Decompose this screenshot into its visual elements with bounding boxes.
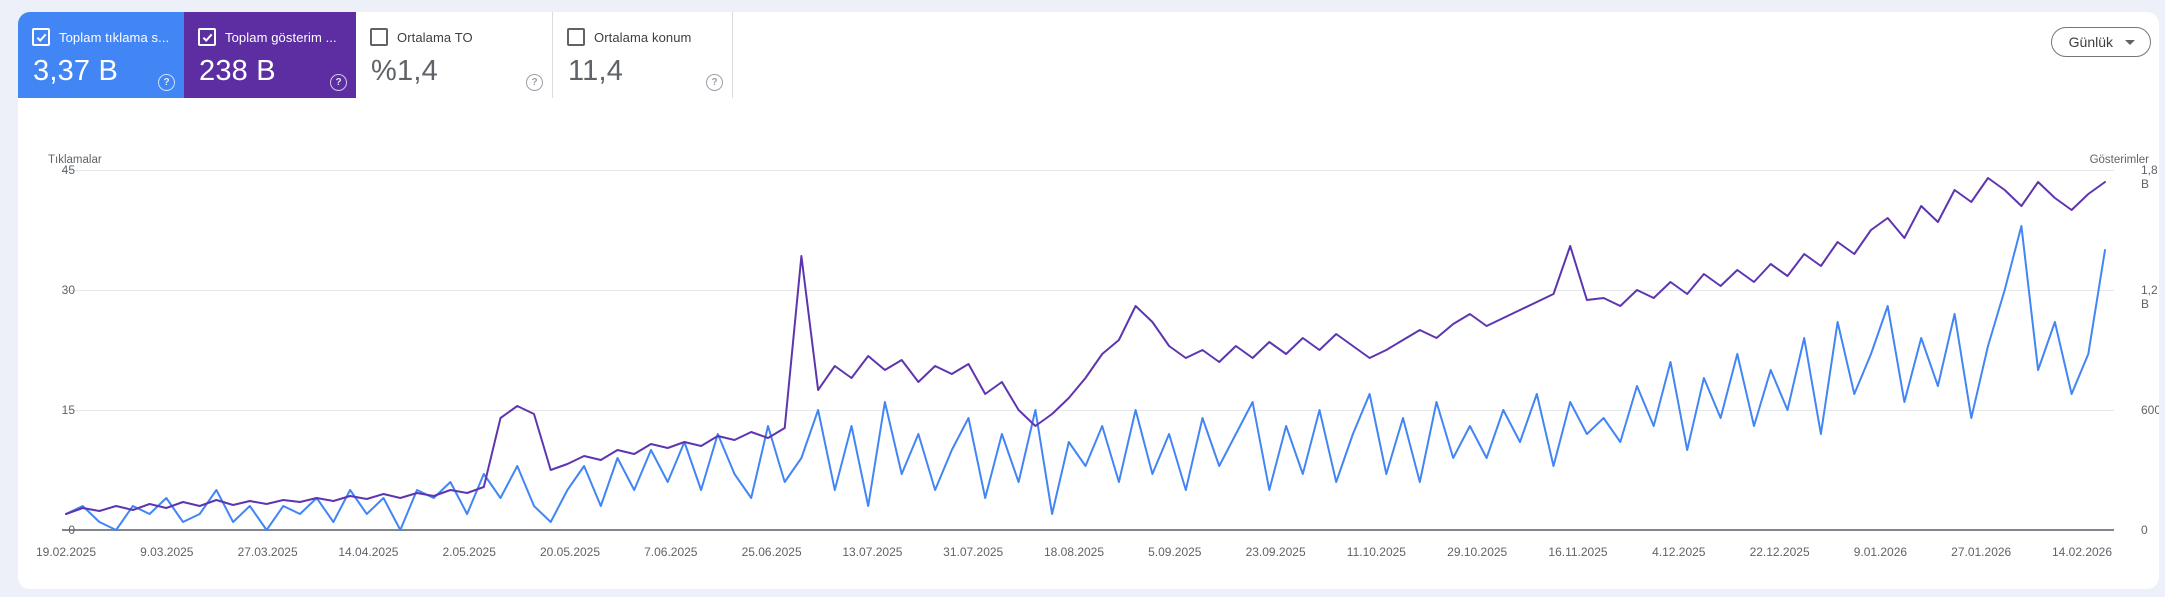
granularity-label: Günlük [2068, 34, 2113, 50]
chevron-down-icon [2125, 39, 2135, 45]
help-icon[interactable]: ? [330, 74, 347, 91]
metric-value: 3,37 B [33, 55, 119, 87]
metric-checkbox[interactable] [567, 28, 585, 46]
grid-line [62, 170, 2114, 171]
right-axis-tick-label: 1,2 B [2141, 283, 2158, 311]
x-axis-tick-label: 27.03.2025 [237, 545, 298, 559]
grid-line [62, 410, 2114, 411]
x-axis-tick-label: 7.06.2025 [644, 545, 698, 559]
right-axis-tick-label: 1,8 B [2141, 163, 2158, 191]
x-axis-tick-label: 13.07.2025 [842, 545, 903, 559]
x-axis-tick-label: 9.03.2025 [140, 545, 194, 559]
right-axis-tick-label: 600 [2141, 403, 2159, 417]
left-axis-tick-label: 30 [61, 283, 75, 297]
left-axis-tick-label: 0 [68, 523, 75, 537]
performance-panel: Toplam tıklama s... 3,37 B ? Toplam göst… [18, 12, 2159, 589]
metric-checkbox[interactable] [370, 28, 388, 46]
right-axis-tick-label: 0 [2141, 523, 2148, 537]
chart-lines [65, 177, 2106, 531]
help-icon[interactable]: ? [158, 74, 175, 91]
x-axis-tick-label: 27.01.2026 [1951, 545, 2012, 559]
clicks-line [65, 225, 2106, 531]
left-axis-tick-label: 15 [61, 403, 75, 417]
check-icon [202, 33, 212, 42]
x-axis-tick-label: 18.08.2025 [1043, 545, 1105, 559]
help-icon[interactable]: ? [706, 74, 723, 91]
metric-card-ctr[interactable]: Ortalama TO %1,4 ? [356, 12, 553, 98]
x-axis-tick-label: 14.04.2025 [338, 545, 399, 559]
help-icon[interactable]: ? [526, 74, 543, 91]
x-axis-tick-label: 14.02.2026 [2051, 545, 2113, 559]
x-axis-tick-label: 22.12.2025 [1749, 545, 1810, 559]
impressions-line [65, 177, 2106, 515]
left-axis-title: Tıklamalar [48, 154, 102, 166]
metric-card-position[interactable]: Ortalama konum 11,4 ? [553, 12, 733, 98]
granularity-dropdown-button[interactable]: Günlük [2050, 27, 2151, 57]
metric-checkbox[interactable] [32, 28, 50, 46]
check-icon [36, 33, 46, 42]
x-axis-tick-label: 31.07.2025 [943, 545, 1004, 559]
x-axis-tick-label: 25.06.2025 [741, 545, 802, 559]
x-axis-tick-label: 5.09.2025 [1148, 545, 1202, 559]
x-axis-tick-label: 9.01.2026 [1853, 545, 1908, 559]
metric-label: Ortalama konum [594, 29, 692, 45]
metric-value: 238 B [199, 55, 276, 87]
x-axis-tick-label: 11.10.2025 [1346, 545, 1406, 559]
metric-value: 11,4 [568, 55, 624, 87]
x-axis-tick-label: 20.05.2025 [539, 545, 601, 559]
x-axis-tick-label: 23.09.2025 [1245, 545, 1306, 559]
left-axis-tick-label: 45 [61, 163, 75, 177]
x-axis-tick-label: 29.10.2025 [1447, 545, 1508, 559]
x-axis-tick-label: 2.05.2025 [442, 545, 496, 559]
metric-label: Ortalama TO [397, 29, 473, 45]
metric-cards-row: Toplam tıklama s... 3,37 B ? Toplam göst… [18, 12, 733, 98]
grid-line [62, 290, 2114, 291]
right-axis-title: Gösterimler [2089, 154, 2149, 166]
x-axis-tick-label: 16.11.2025 [1548, 545, 1608, 559]
metric-checkbox[interactable] [198, 28, 216, 46]
metric-value: %1,4 [371, 55, 438, 87]
metric-card-impressions[interactable]: Toplam gösterim ... 238 B ? [184, 12, 356, 98]
metric-label: Toplam gösterim ... [225, 29, 337, 45]
x-axis-line [62, 529, 2114, 531]
metric-label: Toplam tıklama s... [59, 29, 170, 45]
chart-plot-area[interactable]: 45 1,8 B 30 1,2 B 15 600 0 0 19.02.2025 9.03.2025… [18, 12, 2159, 589]
metric-card-clicks[interactable]: Toplam tıklama s... 3,37 B ? [18, 12, 184, 98]
x-axis-tick-label: 19.02.2025 [35, 545, 97, 559]
x-axis-tick-label: 4.12.2025 [1652, 545, 1706, 559]
